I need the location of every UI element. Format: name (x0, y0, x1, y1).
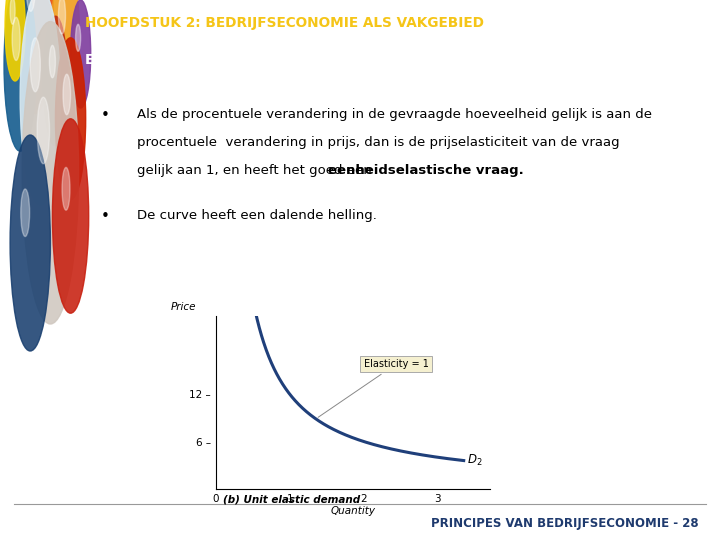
X-axis label: Quantity: Quantity (330, 507, 375, 516)
Circle shape (50, 45, 55, 78)
Text: De curve heeft een dalende helling.: De curve heeft een dalende helling. (137, 209, 377, 222)
Circle shape (76, 24, 81, 51)
Text: HOOFDSTUK 2: BEDRIJFSECONOMIE ALS VAKGEBIED: HOOFDSTUK 2: BEDRIJFSECONOMIE ALS VAKGEB… (85, 16, 484, 30)
Circle shape (17, 0, 53, 113)
Circle shape (5, 0, 25, 81)
Text: gelijk aan 1, en heeft het goed een: gelijk aan 1, en heeft het goed een (137, 164, 376, 177)
Circle shape (55, 38, 86, 200)
Text: ELASTICITEIT VAN DE VRAAG: ELASTICITEIT VAN DE VRAAG (85, 53, 305, 68)
Circle shape (51, 0, 80, 113)
Text: $D_2$: $D_2$ (467, 453, 483, 468)
Circle shape (43, 16, 68, 146)
Circle shape (10, 0, 15, 24)
Text: procentuele  verandering in prijs, dan is de prijselasticiteit van de vraag: procentuele verandering in prijs, dan is… (137, 136, 619, 149)
Circle shape (63, 74, 71, 114)
Circle shape (30, 38, 40, 92)
Circle shape (20, 0, 60, 205)
Text: Price: Price (171, 302, 196, 313)
Circle shape (53, 119, 89, 313)
Circle shape (22, 22, 78, 324)
Circle shape (37, 97, 50, 164)
Circle shape (10, 135, 50, 351)
Circle shape (62, 167, 70, 210)
Text: (b) Unit elastic demand: (b) Unit elastic demand (223, 494, 360, 504)
Circle shape (71, 0, 91, 108)
Circle shape (21, 189, 30, 237)
Text: Als de procentuele verandering in de gevraagde hoeveelheid gelijk is aan de: Als de procentuele verandering in de gev… (137, 108, 652, 121)
Circle shape (58, 0, 66, 34)
Text: PRINCIPES VAN BEDRIJFSECONOMIE - 28: PRINCIPES VAN BEDRIJFSECONOMIE - 28 (431, 517, 698, 530)
Text: •: • (101, 108, 109, 123)
Circle shape (12, 17, 20, 60)
Text: eenheidselastische vraag.: eenheidselastische vraag. (328, 164, 523, 177)
Text: Elasticity = 1: Elasticity = 1 (318, 359, 429, 417)
Text: •: • (101, 209, 109, 224)
Circle shape (26, 0, 35, 11)
Circle shape (4, 0, 36, 151)
